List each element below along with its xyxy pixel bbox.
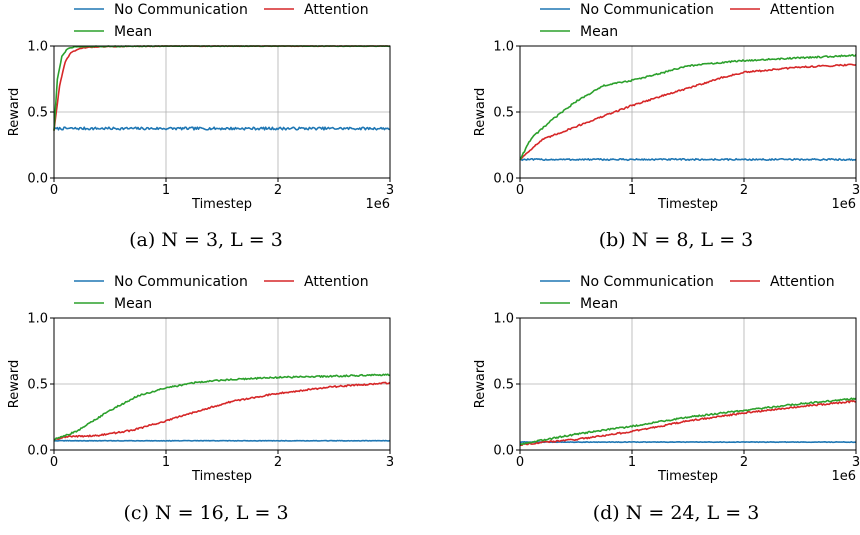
panel-caption: (c) N = 16, L = 3	[123, 502, 288, 524]
x-tick-label: 2	[274, 183, 282, 198]
series-line-no-communication	[519, 441, 857, 444]
x-axis-label: Timestep	[191, 469, 252, 484]
x-tick-label: 2	[740, 455, 748, 470]
chart-panel-4: 0 1 2 3 0.0 0.5 1.0 Timestep Reward 1e6 No Communi…	[473, 274, 860, 524]
y-tick-label: 1.0	[27, 312, 48, 327]
x-tick-label: 0	[516, 183, 524, 198]
y-tick-label: 0.0	[493, 444, 514, 459]
chart-panel-2: 0 1 2 3 0.0 0.5 1.0 Timestep Reward 1e6 No Communi…	[473, 2, 860, 251]
x-axis-label: Timestep	[657, 197, 718, 212]
y-tick-label: 0.5	[493, 106, 514, 121]
x-tick-label: 3	[386, 183, 394, 198]
series-line-no-communication	[53, 439, 391, 442]
panel-caption: (d) N = 24, L = 3	[593, 502, 760, 524]
x-axis-offset-label: 1e6	[831, 469, 856, 484]
legend-label: No Communication	[580, 274, 714, 290]
legend-label: Mean	[580, 296, 618, 312]
y-axis-label: Reward	[473, 88, 488, 136]
series-line-attention	[53, 45, 391, 131]
series-line-attention	[53, 381, 391, 441]
x-axis-label: Timestep	[657, 469, 718, 484]
x-tick-label: 1	[628, 183, 636, 198]
x-axis-offset-label: 1e6	[365, 197, 390, 212]
legend: No Communication Mean Attention	[74, 274, 369, 312]
x-axis-offset-label: 1e6	[831, 197, 856, 212]
y-axis-label: Reward	[7, 88, 22, 136]
y-tick-label: 1.0	[27, 40, 48, 55]
legend: No Communication Mean Attention	[74, 2, 369, 40]
series-line-attention	[519, 63, 857, 161]
y-tick-label: 1.0	[493, 40, 514, 55]
x-tick-label: 1	[628, 455, 636, 470]
panel-caption: (b) N = 8, L = 3	[599, 229, 754, 251]
legend: No Communication Mean Attention	[540, 2, 835, 40]
y-tick-label: 0.0	[27, 172, 48, 187]
y-axis-label: Reward	[473, 360, 488, 408]
legend-label: No Communication	[580, 2, 714, 18]
series-line-no-communication	[519, 157, 857, 162]
x-tick-label: 3	[386, 455, 394, 470]
legend-label: Attention	[770, 274, 835, 290]
x-tick-label: 3	[852, 183, 860, 198]
y-tick-label: 0.5	[27, 106, 48, 121]
x-tick-label: 0	[50, 455, 58, 470]
series-line-no-communication	[53, 126, 391, 131]
y-axis-label: Reward	[7, 360, 22, 408]
legend-label: No Communication	[114, 2, 248, 18]
legend: No Communication Mean Attention	[540, 274, 835, 312]
x-tick-label: 3	[852, 455, 860, 470]
x-tick-label: 1	[162, 455, 170, 470]
chart-panel-3: 0 1 2 3 0.0 0.5 1.0 Timestep Reward No Communicat…	[7, 274, 394, 524]
series-line-mean	[519, 397, 857, 446]
x-axis-label: Timestep	[191, 197, 252, 212]
x-tick-label: 1	[162, 183, 170, 198]
y-tick-label: 0.5	[493, 378, 514, 393]
y-tick-label: 0.5	[27, 378, 48, 393]
legend-label: Mean	[114, 24, 152, 40]
series-line-mean	[53, 45, 391, 131]
y-tick-label: 0.0	[27, 444, 48, 459]
series-line-mean	[53, 373, 391, 441]
legend-label: Mean	[580, 24, 618, 40]
y-tick-label: 1.0	[493, 312, 514, 327]
y-tick-label: 0.0	[493, 172, 514, 187]
legend-label: Mean	[114, 296, 152, 312]
x-tick-label: 0	[50, 183, 58, 198]
series-line-attention	[519, 400, 857, 446]
legend-label: Attention	[770, 2, 835, 18]
legend-label: No Communication	[114, 274, 248, 290]
series-line-mean	[519, 53, 857, 161]
chart-panel-1: 0 1 2 3 0.0 0.5 1.0 Timestep Reward 1e6 No Communi…	[7, 2, 394, 251]
panel-caption: (a) N = 3, L = 3	[129, 229, 283, 251]
x-tick-label: 2	[740, 183, 748, 198]
x-tick-label: 0	[516, 455, 524, 470]
x-tick-label: 2	[274, 455, 282, 470]
legend-label: Attention	[304, 274, 369, 290]
legend-label: Attention	[304, 2, 369, 18]
